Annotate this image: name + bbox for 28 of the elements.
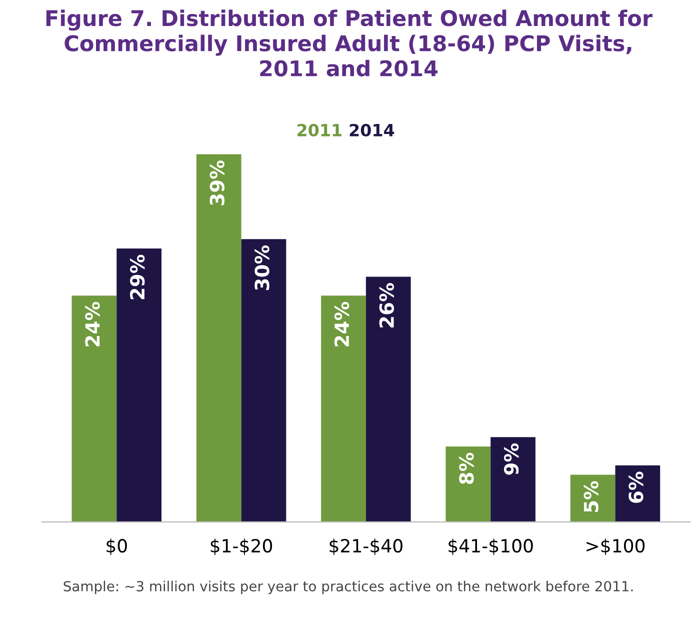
bar [490,437,536,522]
bar [321,296,366,522]
text: 2014 [350,124,394,136]
bar [366,276,411,522]
x-tick-label: $0 [106,538,127,555]
data-label: 24% [85,302,100,346]
bar [72,296,117,522]
text: 2011 [298,124,342,136]
bar [615,465,660,522]
data-label: 8% [459,452,474,484]
chart-title: Figure 7. Distribution of Patient Owed Amount for Commercially Insured Adult (18-64) PCP Visits, 2011 and 2014 [46,10,652,76]
x-tick-label: >$100 [586,538,645,555]
data-label: 5% [584,481,598,512]
bar [241,239,286,522]
data-label: 6% [628,472,644,503]
data-label: 30% [254,245,270,290]
bar [446,446,491,522]
data-label: 39% [210,160,224,206]
data-label: 9% [504,443,519,475]
data-label: 29% [130,254,145,300]
x-tick-label: $1-$20 [210,538,272,555]
data-label: 26% [379,283,394,328]
x-tick-label: $41-$100 [448,538,533,555]
text: Sample: ~3 million visits per year to practices active on the network before 2011. [64,580,633,594]
x-tick-label: $21-$40 [330,538,402,555]
data-label: 24% [334,302,350,346]
bar [196,154,242,522]
bar [116,248,162,522]
